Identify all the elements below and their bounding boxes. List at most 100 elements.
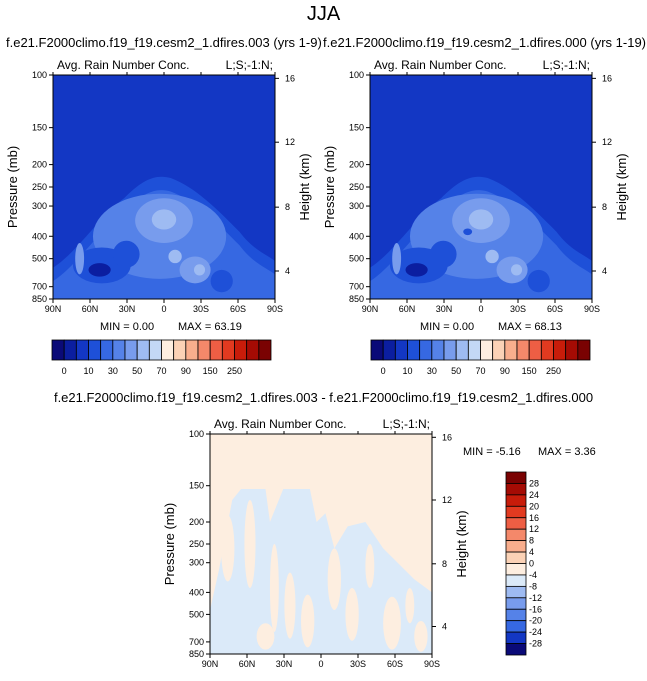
colorbar-box bbox=[505, 540, 527, 553]
y-tick-label: 300 bbox=[349, 201, 364, 211]
contour-positive-streak bbox=[221, 515, 235, 582]
colorbar-label: 50 bbox=[451, 366, 461, 376]
y-right-tick-label: 4 bbox=[602, 266, 607, 276]
y-right-tick-label: 4 bbox=[442, 622, 447, 632]
panel-1-variable-label: Avg. Rain Number Conc. bbox=[57, 58, 190, 72]
contour-positive-streak bbox=[327, 548, 341, 610]
colorbar-box bbox=[431, 339, 445, 361]
contour-level-7 bbox=[168, 249, 182, 264]
y-tick-label: 500 bbox=[32, 254, 47, 264]
colorbar-box bbox=[197, 339, 211, 361]
y-tick-label: 250 bbox=[189, 539, 204, 549]
panel-2-max-label: MAX = 68.13 bbox=[498, 321, 562, 333]
colorbar-box bbox=[394, 339, 408, 361]
x-tick-label: 0 bbox=[478, 304, 483, 314]
colorbar-label: 0 bbox=[62, 366, 67, 376]
colorbar-box bbox=[505, 528, 527, 542]
contour-positive-streak bbox=[284, 572, 296, 639]
y-tick-label: 200 bbox=[189, 517, 204, 527]
colorbar-box bbox=[148, 339, 162, 361]
x-tick-label: 0 bbox=[161, 304, 166, 314]
panel-3-title: f.e21.F2000climo.f19_f19.cesm2_1.dfires.… bbox=[53, 390, 594, 405]
panel-3-min-label: MIN = -5.16 bbox=[463, 446, 521, 458]
panel-2-colorbar: 0 10 30 50 70 90 150 250 bbox=[370, 339, 591, 376]
contour-positive-streak bbox=[383, 596, 401, 650]
y-tick-label: 100 bbox=[349, 70, 364, 80]
colorbar-box bbox=[553, 339, 567, 361]
y-right-tick-label: 4 bbox=[285, 266, 290, 276]
colorbar-box bbox=[505, 483, 527, 496]
colorbar-box bbox=[161, 339, 175, 361]
colorbar-box bbox=[112, 339, 126, 361]
y-tick-label: 850 bbox=[32, 294, 47, 304]
x-tick-label: 0 bbox=[318, 659, 323, 669]
contour-level-7 bbox=[510, 264, 523, 276]
colorbar-label: -4 bbox=[529, 570, 537, 580]
colorbar-box bbox=[443, 339, 457, 361]
x-tick-label: 60S bbox=[230, 304, 246, 314]
panel-1-field bbox=[53, 75, 275, 299]
y-tick-label: 200 bbox=[349, 160, 364, 170]
panel-1-ylabel: Pressure (mb) bbox=[5, 146, 20, 228]
colorbar-label: 16 bbox=[529, 513, 539, 523]
colorbar-label: 0 bbox=[381, 366, 386, 376]
colorbar-label: 90 bbox=[181, 366, 191, 376]
y-tick-label: 400 bbox=[32, 231, 47, 241]
y-tick-label: 700 bbox=[32, 282, 47, 292]
colorbar-label: 30 bbox=[427, 366, 437, 376]
colorbar-box bbox=[221, 339, 235, 361]
colorbar-box bbox=[528, 339, 542, 361]
colorbar-label: -24 bbox=[529, 627, 542, 637]
contour-negative-band bbox=[210, 489, 432, 654]
colorbar-box bbox=[51, 339, 65, 361]
x-tick-label: 90N bbox=[45, 304, 62, 314]
colorbar-label: 4 bbox=[529, 547, 534, 557]
y-tick-label: 300 bbox=[189, 558, 204, 568]
colorbar-label: -12 bbox=[529, 593, 542, 603]
colorbar-box bbox=[504, 339, 518, 361]
colorbar-label: 20 bbox=[529, 501, 539, 511]
colorbar-box bbox=[185, 339, 199, 361]
colorbar-box bbox=[492, 339, 506, 361]
colorbar-label: 70 bbox=[156, 366, 166, 376]
contour-positive-streak bbox=[244, 500, 256, 588]
colorbar-box bbox=[505, 643, 527, 656]
colorbar-box bbox=[480, 339, 494, 361]
colorbar-label: -28 bbox=[529, 639, 542, 649]
panel-2-title: f.e21.F2000climo.f19_f19.cesm2_1.dfires.… bbox=[323, 35, 647, 50]
panel-1-title: f.e21.F2000climo.f19_f19.cesm2_1.dfires.… bbox=[6, 35, 322, 50]
contour-low-core bbox=[405, 263, 428, 277]
colorbar-label: 10 bbox=[402, 366, 412, 376]
panel-3-ylabel: Pressure (mb) bbox=[162, 503, 177, 585]
contour-positive-streak bbox=[301, 594, 315, 648]
x-tick-label: 30S bbox=[510, 304, 526, 314]
x-tick-label: 90S bbox=[424, 659, 440, 669]
y-right-tick-label: 12 bbox=[602, 137, 612, 147]
panel-1-ylabel-right: Height (km) bbox=[297, 153, 312, 220]
panel-2-axes: 90N 60N 30N 0 30S 60S 90S 100 150 200 250 300 400 500… bbox=[322, 58, 629, 314]
y-tick-label: 850 bbox=[349, 294, 364, 304]
colorbar-label: -16 bbox=[529, 604, 542, 614]
x-tick-label: 60N bbox=[82, 304, 99, 314]
contour-positive-streak bbox=[365, 544, 375, 588]
panel-1-min-label: MIN = 0.00 bbox=[100, 321, 155, 333]
colorbar-box bbox=[516, 339, 530, 361]
y-tick-label: 100 bbox=[32, 70, 47, 80]
colorbar-box bbox=[505, 505, 527, 519]
colorbar-box bbox=[100, 339, 114, 361]
x-tick-label: 60S bbox=[387, 659, 403, 669]
colorbar-label: 70 bbox=[475, 366, 485, 376]
y-tick-label: 850 bbox=[189, 649, 204, 659]
panel-1-axes: 90N 60N 30N 0 30S 60S 90S 100 150 200 250 300 400 500… bbox=[5, 58, 312, 314]
contour-positive-streak bbox=[405, 588, 415, 624]
colorbar-box bbox=[505, 574, 527, 587]
contour-positive-streak bbox=[414, 621, 428, 652]
colorbar-label: 12 bbox=[529, 524, 539, 534]
contour-level-6 bbox=[75, 243, 85, 275]
colorbar-label: 150 bbox=[522, 366, 537, 376]
colorbar-box bbox=[505, 494, 527, 507]
panel-3-variable-label: Avg. Rain Number Conc. bbox=[214, 417, 347, 431]
colorbar-box bbox=[63, 339, 77, 361]
